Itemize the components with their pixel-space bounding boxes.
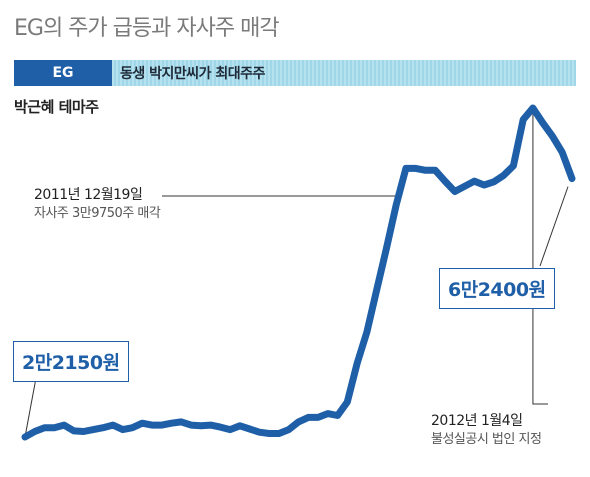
end-price-label: 6만2400원 [439,268,555,309]
disclosure-desc: 불성실공시 법인 지정 [431,431,542,447]
disclosure-leader [532,114,548,405]
sale-date: 2011년 12월19일 [34,187,143,203]
sale-annotation: 2011년 12월19일 자사주 3만9750주 매각 [34,186,161,222]
theme-label: 박근혜 테마주 [14,98,99,116]
annotation-leaders [24,114,569,438]
info-banner: EG 동생 박지만씨가 최대주주 [14,60,576,86]
start-price-label: 2만2150원 [13,341,129,382]
disclosure-date: 2012년 1월4일 [431,413,523,429]
sale-desc: 자사주 3만9750주 매각 [34,205,161,221]
end-price-leader [539,186,569,267]
start-price-leader [24,377,37,438]
price-line [21,104,576,441]
disclosure-annotation: 2012년 1월4일 불성실공시 법인 지정 [431,412,542,448]
chart-title: EG의 주가 급등과 자사주 매각 [14,16,280,41]
banner-text: 동생 박지만씨가 최대주주 [120,66,265,82]
banner-ticker: EG [14,60,112,86]
